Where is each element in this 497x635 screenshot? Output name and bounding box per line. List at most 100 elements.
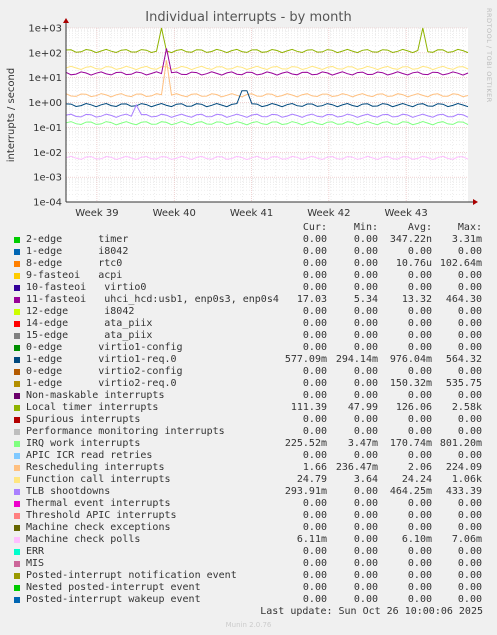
legend-max: 0.00 xyxy=(457,330,482,341)
legend-swatch xyxy=(14,561,20,567)
legend-cur: 0.00 xyxy=(302,234,327,245)
legend-row: MIS 0.00 0.00 0.00 0.00 xyxy=(0,558,497,570)
legend-avg: 0.00 xyxy=(407,282,432,293)
legend-cur: 0.00 xyxy=(302,414,327,425)
legend-row: 0-edge virtio2-config 0.00 0.00 0.00 0.00 xyxy=(0,366,497,378)
legend-max: 102.64m xyxy=(439,258,482,269)
legend-avg: 0.00 xyxy=(407,318,432,329)
legend-row: 14-edge ata_piix 0.00 0.00 0.00 0.00 xyxy=(0,318,497,330)
legend-cur: 17.03 xyxy=(296,294,327,305)
legend-row: 1-edge virtio1-req.0 577.09m 294.14m 976.04… xyxy=(0,354,497,366)
legend-max: 0.00 xyxy=(457,510,482,521)
legend-label: Machine check exceptions xyxy=(26,522,171,533)
legend-cur: 0.00 xyxy=(302,558,327,569)
legend-avg: 150.32m xyxy=(389,378,432,389)
legend-row: Posted-interrupt notification event 0.00 0… xyxy=(0,570,497,582)
legend-max: 224.09 xyxy=(445,462,482,473)
x-axis-arrow xyxy=(473,199,478,205)
legend-max: 0.00 xyxy=(457,282,482,293)
legend-swatch xyxy=(14,345,20,351)
legend-cur: 0.00 xyxy=(302,594,327,605)
legend-min: 0.00 xyxy=(353,282,378,293)
legend-max: 433.39 xyxy=(445,486,482,497)
legend-avg: 0.00 xyxy=(407,306,432,317)
legend-row: 1-edge i8042 0.00 0.00 0.00 0.00 xyxy=(0,246,497,258)
legend-swatch xyxy=(14,441,20,447)
legend-swatch xyxy=(14,321,20,327)
legend-row: Function call interrupts 24.79 3.64 24.24 1.… xyxy=(0,474,497,486)
legend-cur: 0.00 xyxy=(302,306,327,317)
legend-swatch xyxy=(14,285,20,291)
legend-min: 0.00 xyxy=(353,570,378,581)
legend-row: Machine check exceptions 0.00 0.00 0.00 0.00 xyxy=(0,522,497,534)
legend-avg: 0.00 xyxy=(407,558,432,569)
legend-swatch xyxy=(14,465,20,471)
legend-max: 0.00 xyxy=(457,594,482,605)
legend-cur: 0.00 xyxy=(302,570,327,581)
legend-min: 3.47m xyxy=(347,438,378,449)
legend-min: 0.00 xyxy=(353,258,378,269)
legend-label: 2-edge timer xyxy=(26,234,129,245)
legend-label: ERR xyxy=(26,546,45,557)
legend-label: Thermal event interrupts xyxy=(26,498,171,509)
legend-max: 1.06k xyxy=(451,474,482,485)
legend-max: 0.00 xyxy=(457,570,482,581)
y-axis-arrow xyxy=(63,18,69,23)
legend-row: Performance monitoring interrupts 0.00 0.0… xyxy=(0,426,497,438)
legend-min: 0.00 xyxy=(353,318,378,329)
legend-avg: 0.00 xyxy=(407,570,432,581)
legend-avg: 0.00 xyxy=(407,246,432,257)
chart-plot: 1e-04 1e-03 1e-02 1e-01 1e+00 1e+01 1e+02 1e+03… xyxy=(6,18,478,219)
legend-cur: 293.91m xyxy=(284,486,327,497)
legend-max: 0.00 xyxy=(457,246,482,257)
legend-swatch xyxy=(14,369,20,375)
legend-avg: 0.00 xyxy=(407,270,432,281)
legend-swatch xyxy=(14,477,20,483)
legend-row: 12-edge i8042 0.00 0.00 0.00 0.00 xyxy=(0,306,497,318)
legend-swatch xyxy=(14,249,20,255)
legend-max: 7.06m xyxy=(451,534,482,545)
y-tick-label: 1e-04 xyxy=(33,198,62,209)
legend-row: APIC ICR read retries 0.00 0.00 0.00 0.00 xyxy=(0,450,497,462)
legend-row: 15-edge ata_piix 0.00 0.00 0.00 0.00 xyxy=(0,330,497,342)
legend-cur: 577.09m xyxy=(284,354,327,365)
y-tick-label: 1e+02 xyxy=(28,48,62,59)
legend-max: 0.00 xyxy=(457,318,482,329)
legend-label: 15-edge ata_piix xyxy=(26,330,153,341)
legend-swatch xyxy=(14,381,20,387)
axes xyxy=(63,18,478,205)
legend-cur: 0.00 xyxy=(302,510,327,521)
legend-swatch xyxy=(14,309,20,315)
legend-label: Rescheduling interrupts xyxy=(26,462,165,473)
legend-avg: 0.00 xyxy=(407,330,432,341)
legend-label: IRQ work interrupts xyxy=(26,438,141,449)
legend-cur: 0.00 xyxy=(302,450,327,461)
header-min: Min: xyxy=(353,222,378,233)
series-line xyxy=(65,90,469,108)
legend-label: Spurious interrupts xyxy=(26,414,141,425)
legend-cur: 0.00 xyxy=(302,258,327,269)
legend-max: 535.75 xyxy=(445,378,482,389)
legend-avg: 0.00 xyxy=(407,582,432,593)
legend-label: 14-edge ata_piix xyxy=(26,318,153,329)
y-tick-label: 1e-01 xyxy=(33,123,62,134)
legend-avg: 464.25m xyxy=(389,486,432,497)
legend-swatch xyxy=(14,417,20,423)
y-tick-label: 1e+03 xyxy=(28,24,62,35)
legend-label: 1-edge i8042 xyxy=(26,246,129,257)
legend-row: TLB shootdowns 293.91m 0.00 464.25m 433.39 xyxy=(0,486,497,498)
legend-cur: 0.00 xyxy=(302,378,327,389)
legend-row: 1-edge virtio2-req.0 0.00 0.00 150.32m 535.7… xyxy=(0,378,497,390)
legend-label: Performance monitoring interrupts xyxy=(26,426,225,437)
legend-cur: 0.00 xyxy=(302,366,327,377)
legend-swatch xyxy=(14,597,20,603)
legend-label: 0-edge virtio1-config xyxy=(26,342,183,353)
legend-row: 8-edge rtc0 0.00 0.00 10.76u 102.64m xyxy=(0,258,497,270)
legend-label: Posted-interrupt wakeup event xyxy=(26,594,201,605)
legend-max: 0.00 xyxy=(457,342,482,353)
legend-swatch xyxy=(14,333,20,339)
legend-min: 5.34 xyxy=(353,294,378,305)
legend-row: Local timer interrupts 111.39 47.99 126.06 2… xyxy=(0,402,497,414)
legend-cur: 0.00 xyxy=(302,246,327,257)
legend-min: 0.00 xyxy=(353,534,378,545)
